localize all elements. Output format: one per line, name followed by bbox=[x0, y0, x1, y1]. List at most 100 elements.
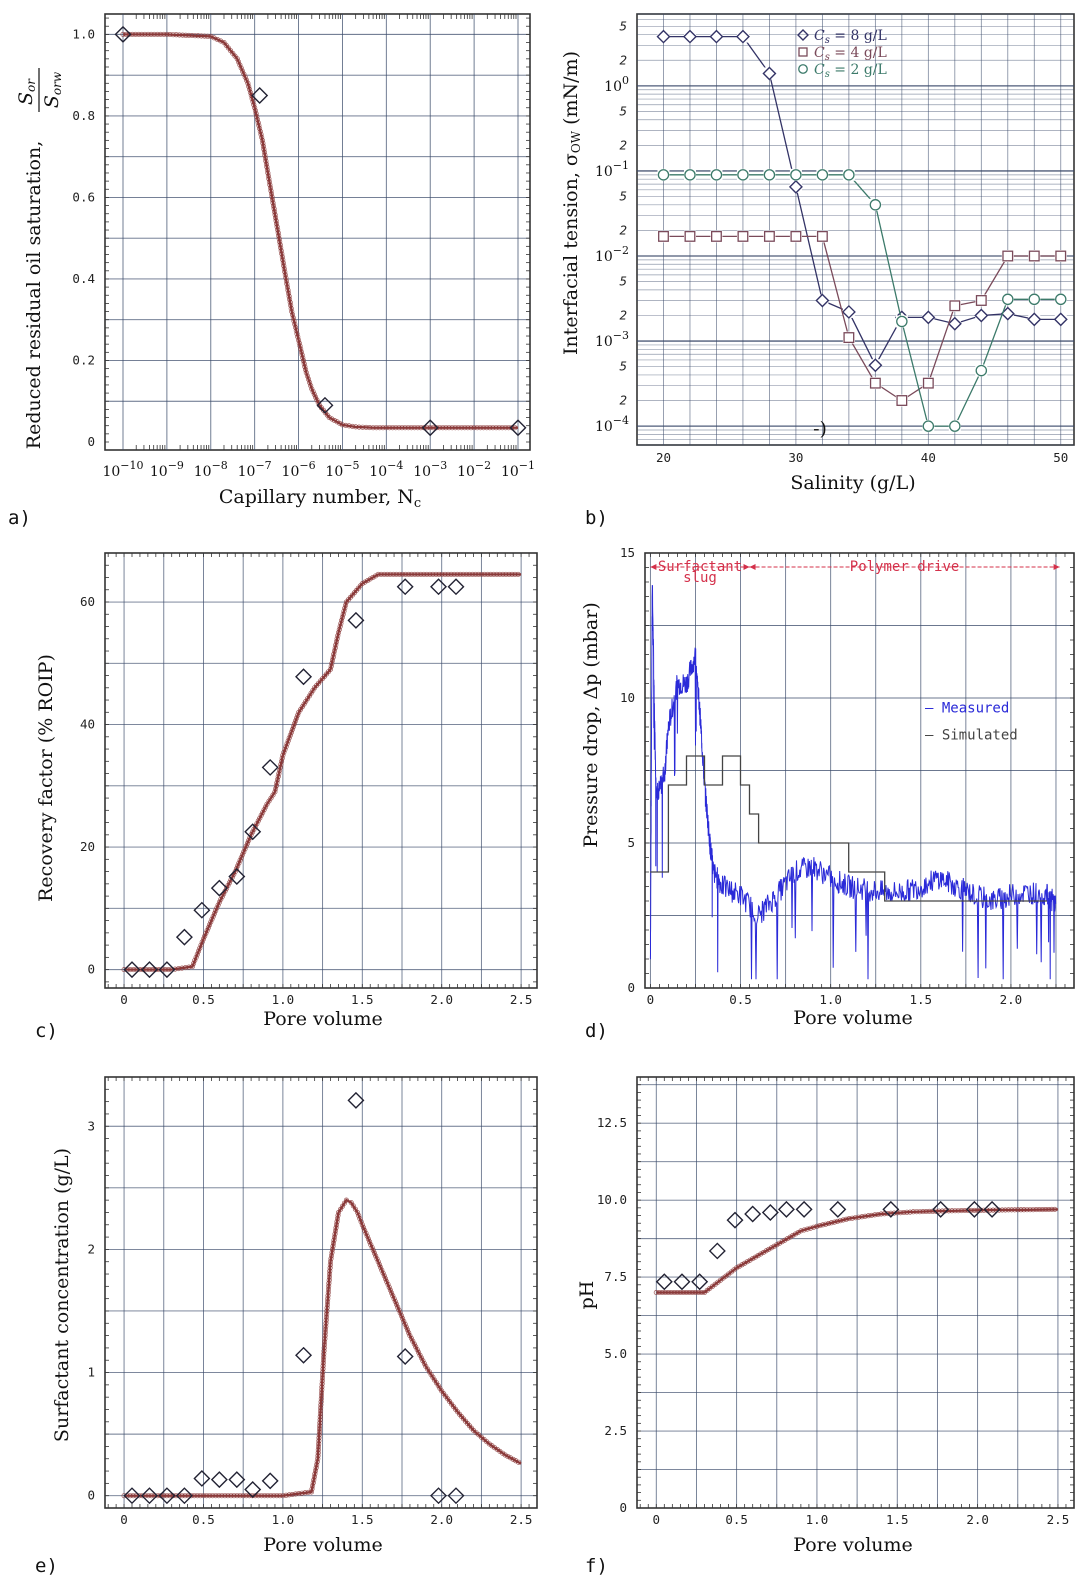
curve-point bbox=[365, 1236, 371, 1242]
ift-point bbox=[684, 169, 696, 181]
measured-point bbox=[158, 961, 176, 979]
marker-bg bbox=[948, 420, 961, 433]
panel-c-minor-ticks bbox=[105, 552, 538, 988]
marker-bg bbox=[736, 168, 749, 181]
curve-point bbox=[311, 1477, 317, 1483]
curve-point bbox=[214, 905, 220, 911]
measured-point bbox=[396, 1348, 414, 1366]
drive-label: Polymer drive bbox=[850, 559, 960, 575]
panel-e-xtick-label: 0 bbox=[120, 1512, 128, 1527]
curve-point bbox=[318, 1402, 324, 1408]
curve-point bbox=[383, 425, 389, 431]
curve-point bbox=[782, 1237, 788, 1243]
curve-point bbox=[307, 379, 313, 385]
curve-point bbox=[213, 908, 219, 914]
curve-point bbox=[823, 1221, 829, 1227]
panel-f-xtick-label: 0 bbox=[653, 1512, 661, 1527]
curve-point bbox=[321, 1354, 327, 1360]
curve-point bbox=[268, 188, 274, 194]
panel-a-ylabel: Reduced residual oil saturation, Sor Sor… bbox=[15, 68, 64, 449]
curve-point bbox=[263, 158, 269, 164]
curve-point bbox=[330, 654, 336, 660]
curve-point bbox=[499, 425, 505, 431]
measured-point bbox=[673, 1273, 691, 1291]
panel-f-grid bbox=[637, 1077, 1074, 1508]
panel-b-ytick-minor: 5 bbox=[619, 359, 627, 374]
curve-point bbox=[331, 651, 337, 657]
curve-point bbox=[285, 287, 291, 293]
curve-point bbox=[324, 1308, 330, 1314]
curve-point bbox=[779, 1239, 785, 1245]
curve-point bbox=[208, 33, 214, 39]
curve-point bbox=[332, 1231, 338, 1237]
panel-a-xtick-label: 10−5 bbox=[325, 459, 359, 480]
curve-point bbox=[293, 328, 299, 334]
curve-point bbox=[343, 1197, 349, 1203]
curve-point bbox=[865, 1213, 871, 1219]
curve-point bbox=[755, 1253, 761, 1259]
curve-point bbox=[262, 152, 268, 158]
curve-point bbox=[136, 31, 142, 37]
ift-point bbox=[1027, 312, 1042, 327]
curve-point bbox=[266, 179, 272, 185]
curve-point bbox=[333, 642, 339, 648]
curve-point bbox=[747, 1257, 753, 1263]
panel-c: 0 0.5 1.0 1.5 2.0 2.5 0 20 40 60 bbox=[80, 552, 538, 1007]
curve-point bbox=[288, 729, 294, 735]
curve-point bbox=[201, 936, 207, 942]
curve-point bbox=[172, 966, 178, 972]
curve-point bbox=[766, 1246, 772, 1252]
curve-point bbox=[255, 117, 261, 123]
curve-point bbox=[480, 425, 486, 431]
curve-point bbox=[261, 146, 267, 152]
curve-point bbox=[318, 1393, 324, 1399]
slug-label-2: slug bbox=[683, 570, 717, 586]
marker-bg bbox=[789, 168, 802, 181]
curve-point bbox=[435, 1383, 441, 1389]
marker-bg bbox=[789, 230, 802, 243]
curve-point bbox=[242, 74, 248, 80]
curve-point bbox=[942, 1208, 948, 1214]
curve-point bbox=[258, 131, 264, 137]
measured-point bbox=[140, 961, 158, 979]
curve-point bbox=[310, 1480, 316, 1486]
curve-point bbox=[254, 821, 260, 827]
curve-point bbox=[291, 721, 297, 727]
panel-c-xlabel: Pore volume bbox=[263, 1008, 383, 1030]
measured-point bbox=[509, 419, 527, 437]
marker-bg bbox=[816, 294, 829, 307]
panel-a-ytick-label: 0.8 bbox=[72, 108, 95, 123]
curve-point bbox=[274, 224, 280, 230]
panel-a-ytick-label: 1.0 bbox=[72, 26, 95, 41]
curve-point bbox=[205, 925, 211, 931]
curve-point bbox=[262, 1493, 268, 1499]
curve-point bbox=[317, 1414, 323, 1420]
panel-f-ytick-label: 10.0 bbox=[597, 1192, 627, 1207]
curve-point bbox=[990, 1207, 996, 1213]
curve-point bbox=[322, 1330, 328, 1336]
curve-point bbox=[210, 913, 216, 919]
curve-point bbox=[515, 1459, 521, 1465]
legend-marker bbox=[798, 64, 808, 74]
curve-point bbox=[148, 31, 154, 37]
curve-point bbox=[301, 361, 307, 367]
curve-point bbox=[413, 1344, 419, 1350]
panel-e-xtick-label: 2.5 bbox=[510, 1512, 533, 1527]
curve-point bbox=[490, 425, 496, 431]
curve-point bbox=[509, 571, 515, 577]
panel-f-ytick-label: 2.5 bbox=[604, 1423, 627, 1438]
panel-b-xtick-label: 40 bbox=[921, 450, 936, 465]
ift-point bbox=[949, 300, 961, 312]
curve-point bbox=[325, 1290, 331, 1296]
panel-f-xtick-label: 2.5 bbox=[1047, 1512, 1070, 1527]
curve-point bbox=[356, 1213, 362, 1219]
curve-point bbox=[198, 942, 204, 948]
curve-point bbox=[885, 1211, 891, 1217]
panel-b-ytick-minor: 5 bbox=[619, 18, 627, 33]
curve-point bbox=[274, 780, 280, 786]
panel-d-ytick-label: 5 bbox=[627, 835, 635, 850]
marker-bg bbox=[1054, 250, 1067, 263]
curve-point bbox=[807, 1225, 813, 1231]
arrow-head bbox=[650, 564, 657, 570]
curve-point bbox=[264, 164, 270, 170]
